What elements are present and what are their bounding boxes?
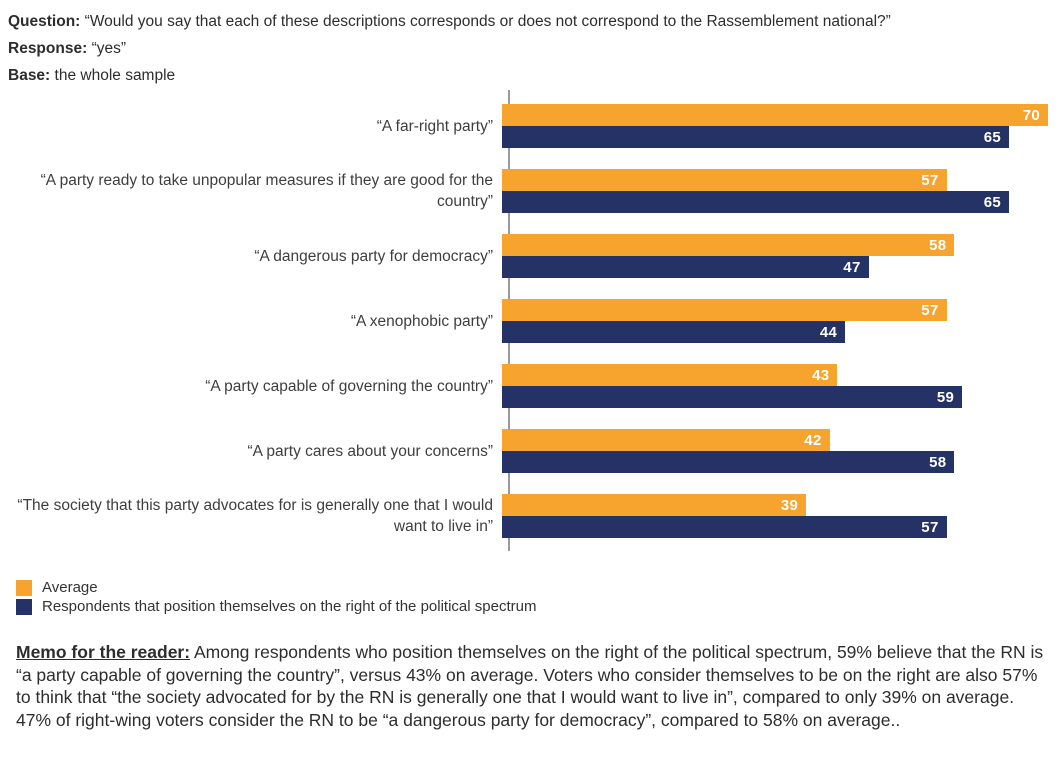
- bar-average: 43: [502, 364, 838, 386]
- bar-value-label: 42: [804, 431, 822, 449]
- bar-average: 57: [502, 299, 947, 321]
- response-line: Response: “yes”: [8, 35, 1052, 62]
- bar-average: 57: [502, 169, 947, 191]
- category-label: “A dangerous party for democracy”: [254, 247, 493, 265]
- bar-value-label: 57: [921, 518, 939, 536]
- chart-row: “A party ready to take unpopular measure…: [8, 169, 1052, 213]
- bar-pair: 39 57: [502, 494, 1052, 538]
- legend-item: Average: [16, 578, 1052, 597]
- bar-right-respondents: 65: [502, 126, 1009, 148]
- bar-value-label: 58: [929, 453, 947, 471]
- chart-row: “A party capable of governing the countr…: [8, 364, 1052, 408]
- question-line: Question: “Would you say that each of th…: [8, 8, 1052, 35]
- chart-row: “A far-right party” 70 65: [8, 104, 1052, 148]
- bar-value-label: 43: [812, 366, 830, 384]
- bar-value-label: 47: [843, 258, 861, 276]
- bar-pair: 57 44: [502, 299, 1052, 343]
- bar-average: 70: [502, 104, 1048, 126]
- question-label: Question:: [8, 13, 81, 30]
- legend-label: Average: [42, 579, 98, 596]
- header: Question: “Would you say that each of th…: [8, 8, 1052, 89]
- bar-right-respondents: 58: [502, 451, 955, 473]
- response-label: Response:: [8, 40, 88, 57]
- chart-rows: “A far-right party” 70 65 “A party ready to…: [8, 104, 1052, 538]
- bar-right-respondents: 47: [502, 256, 869, 278]
- bar-value-label: 70: [1022, 106, 1040, 124]
- bar-value-label: 44: [819, 323, 838, 341]
- memo-label: Memo for the reader:: [16, 642, 191, 662]
- category-label: “A xenophobic party”: [350, 312, 493, 330]
- category-label: “A party cares about your concerns”: [247, 442, 493, 460]
- memo: Memo for the reader: Among respondents w…: [8, 641, 1052, 731]
- bar-average: 39: [502, 494, 807, 516]
- legend-swatch-icon: [16, 579, 32, 596]
- chart-row: “A dangerous party for democracy” 58 47: [8, 234, 1052, 278]
- question-text: “Would you say that each of these descri…: [84, 13, 891, 30]
- chart-row: “A party cares about your concerns” 42 58: [8, 429, 1052, 473]
- base-label: Base:: [8, 67, 51, 84]
- bar-value-label: 59: [936, 388, 955, 406]
- bar-right-respondents: 57: [502, 516, 947, 538]
- bar-value-label: 57: [921, 171, 939, 189]
- bar-pair: 58 47: [502, 234, 1052, 278]
- legend-swatch-icon: [16, 598, 32, 615]
- legend-label: Respondents that position themselves on …: [42, 598, 537, 615]
- bar-right-respondents: 59: [502, 386, 963, 408]
- grouped-bar-chart: “A far-right party” 70 65 “A party ready to…: [8, 90, 1052, 551]
- response-text: “yes”: [91, 40, 127, 57]
- chart-row: “The society that this party advocates f…: [8, 494, 1052, 538]
- bar-value-label: 65: [983, 193, 1001, 211]
- legend-item: Respondents that position themselves on …: [16, 597, 1052, 616]
- chart-row: “A xenophobic party” 57 44: [8, 299, 1052, 343]
- bar-right-respondents: 44: [502, 321, 846, 343]
- bar-average: 58: [502, 234, 955, 256]
- category-label: “A party capable of governing the countr…: [205, 377, 493, 395]
- bar-value-label: 39: [780, 496, 799, 514]
- bar-pair: 43 59: [502, 364, 1052, 408]
- bar-pair: 70 65: [502, 104, 1052, 148]
- bar-value-label: 58: [929, 236, 947, 254]
- bar-value-label: 65: [983, 128, 1001, 146]
- category-label: “A party ready to take unpopular measure…: [40, 172, 493, 210]
- bar-value-label: 57: [921, 301, 939, 319]
- memo-text: Among respondents who position themselve…: [16, 642, 1044, 730]
- bar-average: 42: [502, 429, 830, 451]
- category-label: “The society that this party advocates f…: [17, 497, 493, 535]
- legend: Average Respondents that position themsel…: [8, 578, 1052, 616]
- bar-right-respondents: 65: [502, 191, 1009, 213]
- base-text: the whole sample: [54, 67, 176, 84]
- category-label: “A far-right party”: [376, 117, 493, 135]
- base-line: Base: the whole sample: [8, 62, 1052, 89]
- bar-pair: 42 58: [502, 429, 1052, 473]
- bar-pair: 57 65: [502, 169, 1052, 213]
